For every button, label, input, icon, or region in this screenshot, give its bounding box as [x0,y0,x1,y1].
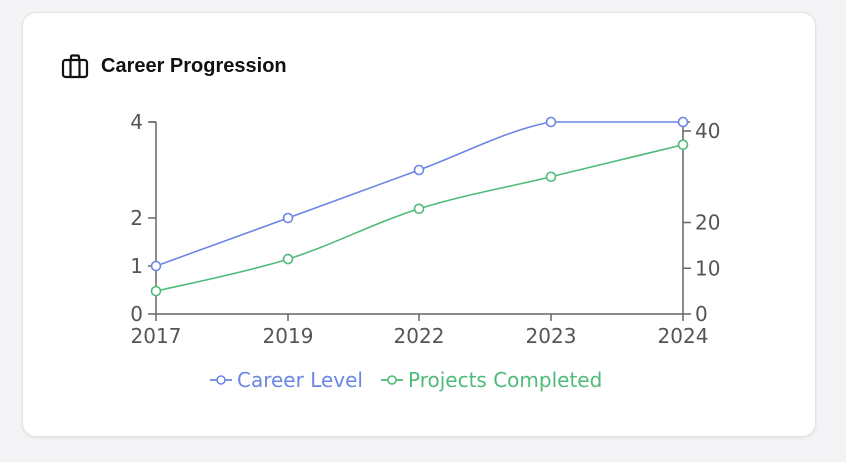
right-tick-label: 40 [695,119,720,143]
right-tick-label: 20 [695,211,720,235]
legend-projects-completed-label[interactable]: Projects Completed [408,368,602,392]
data-point [413,203,425,215]
data-point [677,116,689,128]
data-point [677,139,689,151]
series-line-career-level [155,121,683,267]
x-tick-label: 2017 [131,324,182,348]
legend-career-level-marker [216,375,226,385]
briefcase-icon [61,53,89,79]
data-point [150,285,162,297]
x-tick-label: 2019 [263,324,314,348]
card-title: Career Progression [101,54,287,77]
x-tick-label: 2023 [526,324,577,348]
left-tick-label: 4 [130,110,143,134]
legend-career-level-label[interactable]: Career Level [237,368,363,392]
x-tick-label: 2024 [658,324,709,348]
data-point [545,171,557,183]
left-tick-label: 2 [130,206,143,230]
x-tick-label: 2022 [394,324,445,348]
left-tick-label: 0 [130,302,143,326]
legend-projects-completed-marker [387,375,397,385]
data-point [413,164,425,176]
data-point [282,212,294,224]
data-point [545,116,557,128]
right-tick-label: 10 [695,256,720,280]
data-point [282,253,294,265]
data-point [150,260,162,272]
right-tick-label: 0 [695,302,708,326]
card-header: Career Progression [61,53,287,79]
left-tick-label: 1 [130,254,143,278]
